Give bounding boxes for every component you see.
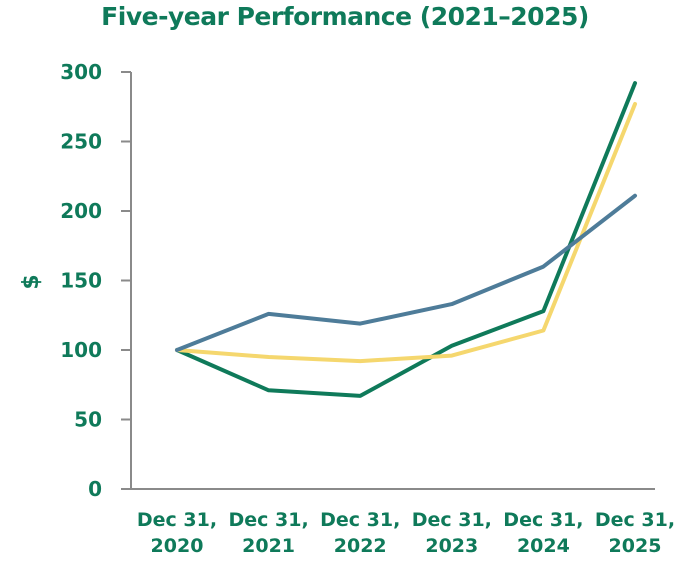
x-tick-label: Dec 31, 2022 (320, 509, 400, 557)
x-tick-label: Dec 31, 2023 (412, 509, 492, 557)
x-tick-label: Dec 31, 2020 (137, 509, 217, 557)
y-tick-label: 250 (60, 130, 102, 154)
y-tick-label: 200 (60, 199, 102, 223)
y-tick-label: 150 (60, 269, 102, 293)
x-tick-label: Dec 31, 2021 (228, 509, 308, 557)
y-axis: 0 50 100 150 200 250 300 (60, 60, 132, 501)
x-tick-label: Dec 31, 2024 (503, 509, 583, 557)
series-line-3 (175, 193, 637, 352)
chart-title: Five-year Performance (2021–2025) (101, 2, 589, 31)
series-line-1 (175, 81, 637, 398)
series-line-2 (175, 102, 637, 364)
series-lines (175, 81, 637, 398)
y-axis-label: $ (19, 274, 44, 289)
y-tick-label: 300 (60, 60, 102, 84)
y-tick-label: 100 (60, 338, 102, 362)
y-tick-label: 0 (88, 477, 102, 501)
x-tick-label: Dec 31, 2025 (595, 509, 675, 557)
y-tick-label: 50 (74, 408, 102, 432)
